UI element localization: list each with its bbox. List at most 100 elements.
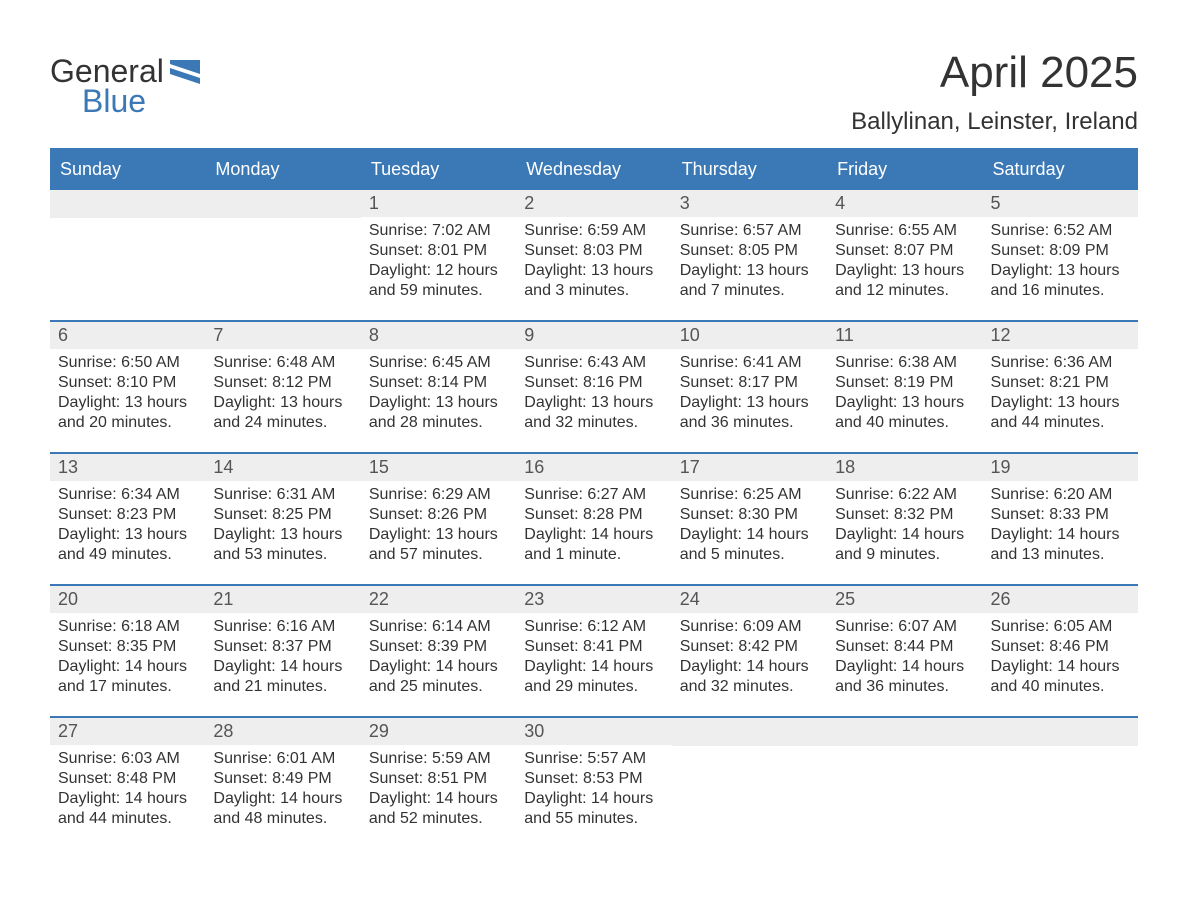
- calendar-day-cell: 21Sunrise: 6:16 AMSunset: 8:37 PMDayligh…: [205, 585, 360, 717]
- day-number: 2: [516, 190, 671, 217]
- sunset-line: Sunset: 8:33 PM: [991, 505, 1130, 525]
- calendar-day-cell: 23Sunrise: 6:12 AMSunset: 8:41 PMDayligh…: [516, 585, 671, 717]
- calendar-day-cell: 25Sunrise: 6:07 AMSunset: 8:44 PMDayligh…: [827, 585, 982, 717]
- sunrise-line: Sunrise: 6:12 AM: [524, 617, 663, 637]
- daylight-line: Daylight: 14 hours and 29 minutes.: [524, 657, 663, 697]
- day-body: Sunrise: 6:20 AMSunset: 8:33 PMDaylight:…: [983, 481, 1138, 573]
- daylight-line: Daylight: 14 hours and 25 minutes.: [369, 657, 508, 697]
- day-body: Sunrise: 7:02 AMSunset: 8:01 PMDaylight:…: [361, 217, 516, 309]
- sunrise-line: Sunrise: 6:01 AM: [213, 749, 352, 769]
- daylight-line: Daylight: 13 hours and 53 minutes.: [213, 525, 352, 565]
- calendar-day-cell: 22Sunrise: 6:14 AMSunset: 8:39 PMDayligh…: [361, 585, 516, 717]
- day-number: 7: [205, 322, 360, 349]
- day-body: Sunrise: 6:12 AMSunset: 8:41 PMDaylight:…: [516, 613, 671, 705]
- day-number: 29: [361, 718, 516, 745]
- day-number: 8: [361, 322, 516, 349]
- calendar-day-cell: 20Sunrise: 6:18 AMSunset: 8:35 PMDayligh…: [50, 585, 205, 717]
- day-body: Sunrise: 6:59 AMSunset: 8:03 PMDaylight:…: [516, 217, 671, 309]
- calendar-week-row: 13Sunrise: 6:34 AMSunset: 8:23 PMDayligh…: [50, 453, 1138, 585]
- calendar-week-row: 1Sunrise: 7:02 AMSunset: 8:01 PMDaylight…: [50, 190, 1138, 321]
- calendar-week-row: 20Sunrise: 6:18 AMSunset: 8:35 PMDayligh…: [50, 585, 1138, 717]
- day-number: 9: [516, 322, 671, 349]
- calendar-day-cell: 4Sunrise: 6:55 AMSunset: 8:07 PMDaylight…: [827, 190, 982, 321]
- daylight-line: Daylight: 14 hours and 13 minutes.: [991, 525, 1130, 565]
- logo-flag-icon: [170, 60, 200, 84]
- sunrise-line: Sunrise: 6:29 AM: [369, 485, 508, 505]
- calendar-day-cell: 9Sunrise: 6:43 AMSunset: 8:16 PMDaylight…: [516, 321, 671, 453]
- day-body: Sunrise: 5:59 AMSunset: 8:51 PMDaylight:…: [361, 745, 516, 837]
- sunrise-line: Sunrise: 6:20 AM: [991, 485, 1130, 505]
- day-body: Sunrise: 6:57 AMSunset: 8:05 PMDaylight:…: [672, 217, 827, 309]
- day-number: [672, 718, 827, 746]
- calendar-day-cell: 10Sunrise: 6:41 AMSunset: 8:17 PMDayligh…: [672, 321, 827, 453]
- day-body: Sunrise: 6:34 AMSunset: 8:23 PMDaylight:…: [50, 481, 205, 573]
- sunset-line: Sunset: 8:51 PM: [369, 769, 508, 789]
- calendar-day-cell: 2Sunrise: 6:59 AMSunset: 8:03 PMDaylight…: [516, 190, 671, 321]
- sunrise-line: Sunrise: 6:16 AM: [213, 617, 352, 637]
- sunset-line: Sunset: 8:05 PM: [680, 241, 819, 261]
- day-body: Sunrise: 6:36 AMSunset: 8:21 PMDaylight:…: [983, 349, 1138, 441]
- sunset-line: Sunset: 8:17 PM: [680, 373, 819, 393]
- calendar-day-cell: 28Sunrise: 6:01 AMSunset: 8:49 PMDayligh…: [205, 717, 360, 848]
- daylight-line: Daylight: 13 hours and 24 minutes.: [213, 393, 352, 433]
- calendar-day-cell: [205, 190, 360, 321]
- weekday-header: Tuesday: [361, 148, 516, 190]
- sunrise-line: Sunrise: 6:36 AM: [991, 353, 1130, 373]
- weekday-header: Wednesday: [516, 148, 671, 190]
- calendar-day-cell: 7Sunrise: 6:48 AMSunset: 8:12 PMDaylight…: [205, 321, 360, 453]
- sunset-line: Sunset: 8:46 PM: [991, 637, 1130, 657]
- sunrise-line: Sunrise: 5:57 AM: [524, 749, 663, 769]
- sunset-line: Sunset: 8:14 PM: [369, 373, 508, 393]
- sunrise-line: Sunrise: 6:18 AM: [58, 617, 197, 637]
- day-body: Sunrise: 6:55 AMSunset: 8:07 PMDaylight:…: [827, 217, 982, 309]
- calendar-day-cell: 3Sunrise: 6:57 AMSunset: 8:05 PMDaylight…: [672, 190, 827, 321]
- sunset-line: Sunset: 8:12 PM: [213, 373, 352, 393]
- daylight-line: Daylight: 14 hours and 36 minutes.: [835, 657, 974, 697]
- day-number: 11: [827, 322, 982, 349]
- day-body: Sunrise: 6:48 AMSunset: 8:12 PMDaylight:…: [205, 349, 360, 441]
- sunset-line: Sunset: 8:32 PM: [835, 505, 974, 525]
- day-body: Sunrise: 6:05 AMSunset: 8:46 PMDaylight:…: [983, 613, 1138, 705]
- calendar-day-cell: [827, 717, 982, 848]
- daylight-line: Daylight: 13 hours and 57 minutes.: [369, 525, 508, 565]
- calendar-body: 1Sunrise: 7:02 AMSunset: 8:01 PMDaylight…: [50, 190, 1138, 848]
- day-number: 6: [50, 322, 205, 349]
- sunset-line: Sunset: 8:19 PM: [835, 373, 974, 393]
- day-number: 4: [827, 190, 982, 217]
- calendar-day-cell: 13Sunrise: 6:34 AMSunset: 8:23 PMDayligh…: [50, 453, 205, 585]
- day-body: Sunrise: 6:31 AMSunset: 8:25 PMDaylight:…: [205, 481, 360, 573]
- daylight-line: Daylight: 14 hours and 55 minutes.: [524, 789, 663, 829]
- sunrise-line: Sunrise: 6:52 AM: [991, 221, 1130, 241]
- weekday-row: SundayMondayTuesdayWednesdayThursdayFrid…: [50, 148, 1138, 190]
- calendar-day-cell: 17Sunrise: 6:25 AMSunset: 8:30 PMDayligh…: [672, 453, 827, 585]
- sunset-line: Sunset: 8:53 PM: [524, 769, 663, 789]
- day-body: Sunrise: 6:52 AMSunset: 8:09 PMDaylight:…: [983, 217, 1138, 309]
- day-number: 30: [516, 718, 671, 745]
- day-number: 20: [50, 586, 205, 613]
- logo: General Blue: [50, 48, 200, 117]
- day-body: Sunrise: 6:38 AMSunset: 8:19 PMDaylight:…: [827, 349, 982, 441]
- day-body: Sunrise: 6:45 AMSunset: 8:14 PMDaylight:…: [361, 349, 516, 441]
- calendar-day-cell: 29Sunrise: 5:59 AMSunset: 8:51 PMDayligh…: [361, 717, 516, 848]
- daylight-line: Daylight: 14 hours and 21 minutes.: [213, 657, 352, 697]
- sunset-line: Sunset: 8:26 PM: [369, 505, 508, 525]
- sunset-line: Sunset: 8:49 PM: [213, 769, 352, 789]
- day-number: 15: [361, 454, 516, 481]
- day-body: Sunrise: 6:07 AMSunset: 8:44 PMDaylight:…: [827, 613, 982, 705]
- month-title: April 2025: [851, 48, 1138, 98]
- day-number: 25: [827, 586, 982, 613]
- sunset-line: Sunset: 8:44 PM: [835, 637, 974, 657]
- day-body: Sunrise: 6:27 AMSunset: 8:28 PMDaylight:…: [516, 481, 671, 573]
- day-number: 10: [672, 322, 827, 349]
- sunset-line: Sunset: 8:30 PM: [680, 505, 819, 525]
- logo-word2: Blue: [50, 86, 164, 116]
- sunset-line: Sunset: 8:01 PM: [369, 241, 508, 261]
- day-body: Sunrise: 6:22 AMSunset: 8:32 PMDaylight:…: [827, 481, 982, 573]
- day-number: 18: [827, 454, 982, 481]
- day-body: Sunrise: 6:16 AMSunset: 8:37 PMDaylight:…: [205, 613, 360, 705]
- day-number: 21: [205, 586, 360, 613]
- day-number: 14: [205, 454, 360, 481]
- day-body: Sunrise: 6:29 AMSunset: 8:26 PMDaylight:…: [361, 481, 516, 573]
- weekday-header: Sunday: [50, 148, 205, 190]
- daylight-line: Daylight: 14 hours and 5 minutes.: [680, 525, 819, 565]
